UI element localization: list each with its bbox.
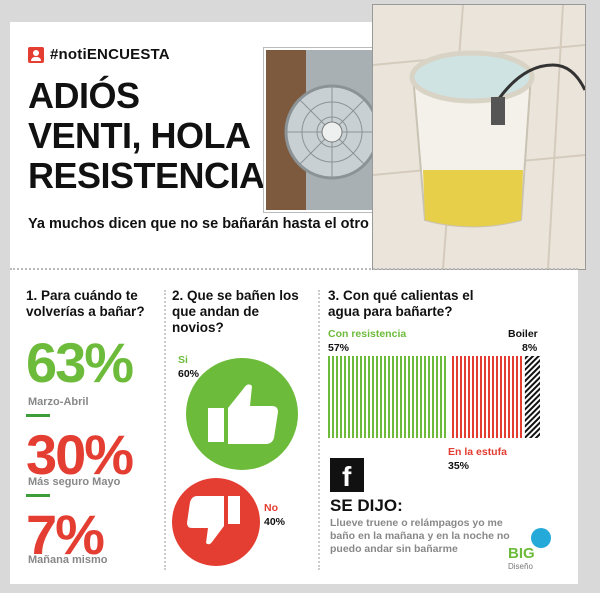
user-icon	[28, 46, 44, 63]
q2-no-pct: 40%	[264, 516, 286, 528]
se-dijo-quote: Llueve truene o relámpagos yo me baño en…	[330, 517, 510, 555]
q1-label-3: Mañana mismo	[28, 554, 108, 566]
column-divider-2	[318, 290, 320, 570]
q1-label-1: Marzo-Abril	[28, 396, 89, 408]
brand-logo-sub: Diseño	[508, 562, 533, 571]
column-divider-1	[164, 290, 166, 570]
q1-label-2: Más seguro Mayo	[28, 476, 121, 488]
q1-separator-1	[26, 414, 50, 417]
q3-question: 3. Con qué calientas el agua para bañart…	[328, 288, 474, 319]
bucket-photo	[372, 4, 586, 270]
headline-line-2: VENTI, HOLA	[28, 115, 251, 156]
facebook-icon: f	[330, 458, 364, 492]
q3-opt3-label: Boiler	[508, 328, 538, 340]
headline-line-3: RESISTENCIA!	[28, 155, 277, 196]
q3-opt2-pct: 35%	[448, 460, 470, 472]
q1-question: 1. Para cuándo te volverías a bañar?	[26, 288, 145, 319]
q2-yes-pct: 60%	[178, 368, 200, 380]
bucket-illustration	[373, 5, 585, 269]
subtitle: Ya muchos dicen que no se bañarán hasta …	[28, 216, 399, 232]
fan-photo	[264, 48, 380, 212]
q2-no-label: No	[264, 502, 278, 514]
hashtag-row: #notiENCUESTA	[28, 46, 170, 63]
hashtag-label: #notiENCUESTA	[50, 46, 170, 63]
q3-bar-segment-3	[524, 356, 540, 438]
q3-stacked-bar	[328, 356, 540, 438]
q3-opt1-pct: 57%	[328, 342, 350, 354]
q2-question: 2. Que se bañen los que andan de novios?	[172, 288, 299, 335]
headline-line-1: ADIÓS	[28, 75, 140, 116]
q2-yes-label: Si	[178, 354, 188, 366]
brand-logo: BIG	[508, 545, 535, 562]
q3-bar-segment-2	[449, 356, 523, 438]
elephant-logo-icon	[531, 528, 551, 548]
q1-pct-2: 30%	[26, 423, 134, 486]
section-divider	[10, 268, 578, 270]
q1-pct-3: 7%	[26, 503, 105, 566]
q3-opt1-label: Con resistencia	[328, 328, 407, 340]
se-dijo-title: SE DIJO:	[330, 496, 403, 515]
q1-separator-2	[26, 494, 50, 497]
q3-bar-segment-1	[328, 356, 448, 438]
q3-opt3-pct: 8%	[522, 342, 538, 354]
thumbs-down-circle	[172, 478, 260, 566]
thumbs-up-icon	[208, 384, 278, 444]
q1-pct-1: 63%	[26, 331, 134, 394]
fan-illustration	[266, 50, 378, 210]
headline: ADIÓS VENTI, HOLA RESISTENCIA!	[28, 75, 277, 196]
thumbs-up-circle	[186, 358, 298, 470]
thumbs-down-icon	[187, 496, 240, 545]
q3-opt2-label: En la estufa	[448, 446, 507, 458]
